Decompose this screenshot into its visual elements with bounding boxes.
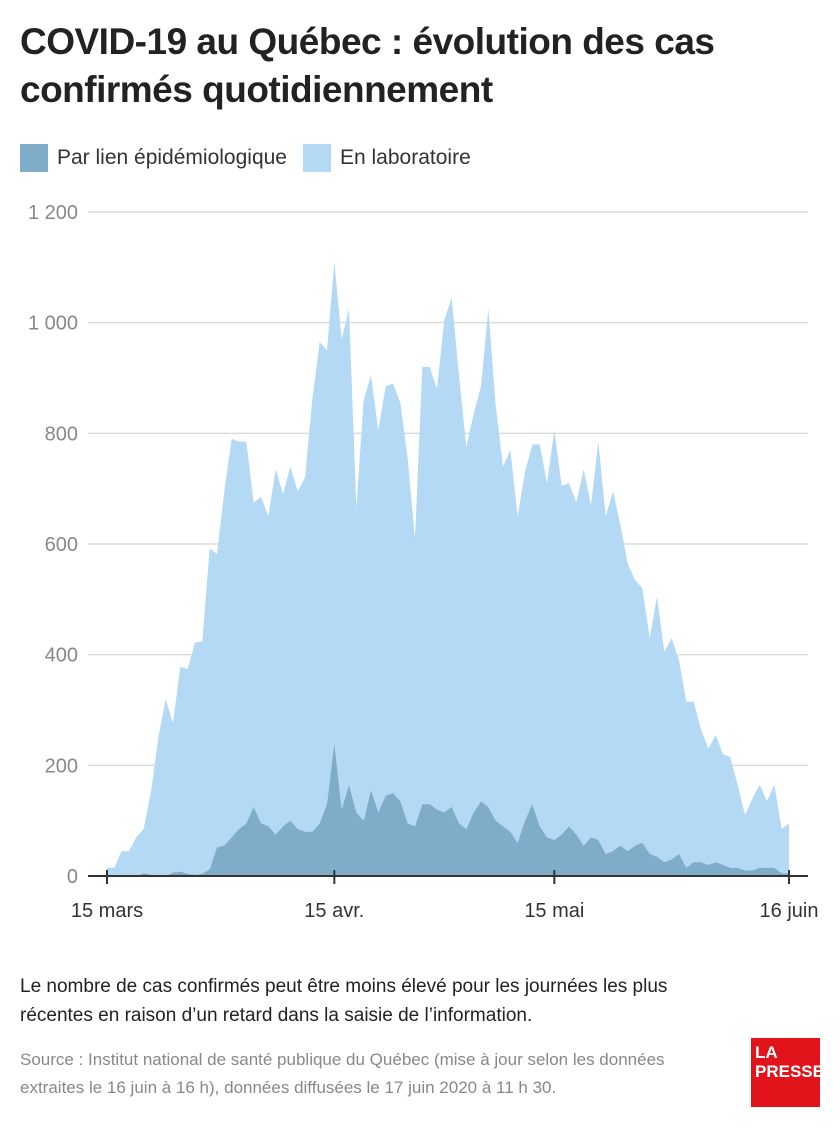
legend-label-laboratoire: En laboratoire xyxy=(340,146,471,169)
legend: Par lien épidémiologique En laboratoire xyxy=(20,144,471,172)
x-tick-label-2: 15 mai xyxy=(524,900,584,922)
x-tick-labels: 15 mars 15 avr. 15 mai 16 juin xyxy=(71,900,819,922)
chart-note: Le nombre de cas confirmés peut être moi… xyxy=(20,976,668,1026)
area-epidemiologique xyxy=(107,743,789,876)
legend-swatch-epidemiologique xyxy=(20,144,48,172)
la-presse-logo[interactable]: LA PRESSE xyxy=(751,1038,824,1107)
logo-line-2: PRESSE xyxy=(755,1062,824,1081)
y-tick-label-0: 0 xyxy=(67,866,78,888)
x-tick-label-1: 15 avr. xyxy=(304,900,364,922)
x-tick-label-3: 16 juin xyxy=(760,900,819,922)
y-tick-labels: 0 200 400 600 800 1 000 1 200 xyxy=(28,202,78,888)
x-tick-label-0: 15 mars xyxy=(71,900,143,922)
legend-label-epidemiologique: Par lien épidémiologique xyxy=(57,146,287,169)
source-text: Source : Institut national de santé publ… xyxy=(20,1050,665,1097)
y-tick-label-1000: 1 000 xyxy=(28,313,78,335)
x-axis xyxy=(88,870,808,884)
y-tick-label-600: 600 xyxy=(45,534,78,556)
chart-title: COVID-19 au Québec : évolution des cas c… xyxy=(20,21,715,110)
y-tick-label-400: 400 xyxy=(45,645,78,667)
legend-item-laboratoire: En laboratoire xyxy=(303,144,471,172)
area-laboratoire xyxy=(107,261,789,876)
y-tick-label-800: 800 xyxy=(45,423,78,445)
logo-line-1: LA xyxy=(755,1043,778,1062)
y-tick-label-200: 200 xyxy=(45,755,78,777)
series-areas xyxy=(107,261,789,876)
y-tick-label-1200: 1 200 xyxy=(28,202,78,224)
legend-item-epidemiologique: Par lien épidémiologique xyxy=(20,144,287,172)
legend-swatch-laboratoire xyxy=(303,144,331,172)
